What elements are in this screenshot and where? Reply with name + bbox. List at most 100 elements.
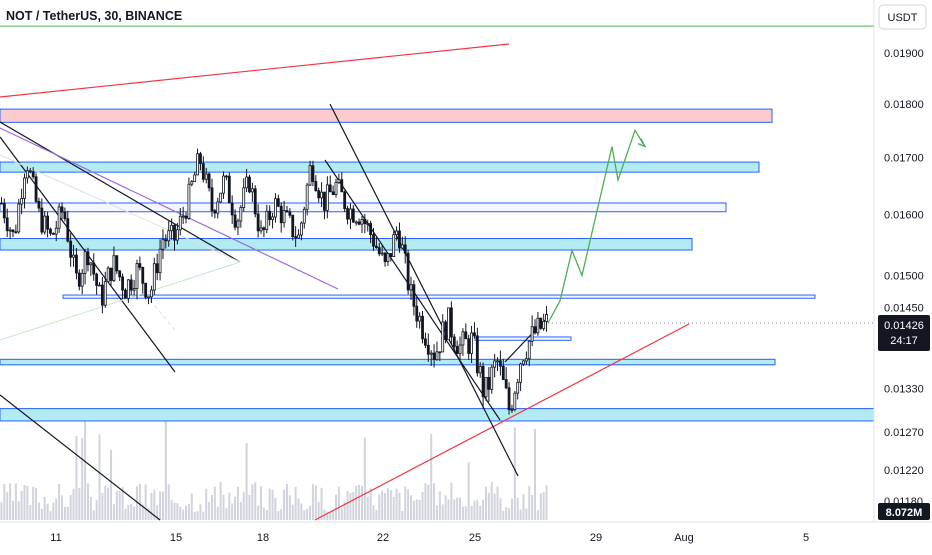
neutral-zone[interactable] [474, 336, 572, 341]
candle-body [210, 187, 214, 212]
candle-body [522, 360, 525, 365]
volume-bar [277, 511, 280, 520]
volume-bar [355, 486, 358, 520]
candle-body [499, 360, 502, 367]
neutral-zone[interactable] [62, 294, 816, 299]
volume-bar [496, 486, 499, 520]
candle-body [49, 228, 52, 234]
time-axis-ticks: 11 15 18 22 25 29 Aug 5 [50, 532, 809, 544]
volume-bar [35, 487, 38, 520]
candle-body [265, 210, 269, 230]
support-zone[interactable] [0, 358, 776, 366]
volume-bar [317, 501, 320, 520]
candle-body [343, 191, 347, 209]
price-axis-ticks: 0.01900 0.01800 0.01700 0.01600 0.01500 0.014… [884, 48, 924, 508]
candle-body [288, 211, 292, 216]
volume-bar [219, 482, 222, 520]
volume-bar [294, 486, 297, 520]
candle-body [92, 262, 96, 275]
channel-line-left-upper[interactable] [0, 121, 241, 263]
y-tick-label: 0.01330 [884, 384, 924, 396]
candle-body [222, 175, 225, 194]
volume-bar [133, 506, 136, 520]
candle-body [51, 232, 55, 235]
channel-line-bottom[interactable] [0, 394, 161, 521]
price-axis[interactable] [874, 0, 932, 522]
volume-bar [447, 499, 450, 520]
volume-bar [69, 494, 72, 520]
volume-bar [202, 511, 205, 520]
volume-bar [438, 491, 441, 520]
support-zone[interactable] [0, 238, 693, 251]
neutral-zone[interactable] [0, 202, 727, 213]
candle-body [25, 170, 29, 179]
volume-bar [409, 495, 413, 520]
currency-button[interactable]: USDT [878, 4, 927, 30]
volume-bar [381, 490, 384, 520]
y-tick-label: 0.01700 [884, 153, 924, 165]
candle-body [253, 188, 257, 215]
x-tick-label: 29 [590, 532, 602, 544]
candle-body [150, 289, 153, 298]
candle-body [124, 289, 127, 299]
candle-body [305, 184, 309, 210]
candle-body [429, 352, 433, 355]
volume-bar [55, 498, 58, 520]
purple-trendline[interactable] [0, 127, 339, 290]
volume-bar [539, 493, 542, 520]
volume-bar [441, 504, 444, 520]
candle-body [2, 202, 6, 219]
support-zone[interactable] [0, 161, 760, 173]
volume-bar [508, 508, 511, 520]
candle-body [490, 366, 494, 390]
candle-body [164, 239, 168, 242]
candle-body [377, 247, 381, 255]
volume-bar [153, 489, 156, 520]
volume-bar [86, 483, 89, 520]
volume-bar [254, 482, 257, 520]
volume-bar [516, 497, 519, 520]
last-price-value: 0.01426 [884, 320, 924, 332]
support-zone[interactable] [0, 408, 877, 422]
channel-line-upper[interactable] [329, 103, 519, 477]
volume-bar [167, 484, 170, 520]
volume-bar [464, 506, 467, 520]
candle-body [403, 244, 407, 254]
projection-path[interactable] [547, 128, 646, 324]
red-lower-trendline[interactable] [314, 323, 690, 521]
candle-body [386, 253, 390, 263]
candle-body [138, 263, 142, 268]
candle-body [75, 254, 78, 274]
candle-body [395, 230, 398, 236]
time-axis[interactable] [0, 522, 932, 550]
volume-bar [332, 510, 335, 520]
candle-body [196, 153, 199, 176]
volume-bar [199, 504, 202, 520]
candle-body [314, 181, 318, 192]
candle-body [282, 210, 286, 224]
volume-bar [499, 498, 502, 520]
candle-body [72, 254, 75, 258]
volume-bar [450, 482, 453, 520]
volume-bar [459, 497, 462, 520]
red-upper-trendline[interactable] [0, 43, 510, 98]
candle-body [268, 210, 272, 221]
volume-bar [303, 510, 306, 520]
candle-body [545, 314, 548, 322]
volume-bar [545, 485, 548, 520]
currency-button-frame[interactable] [878, 4, 927, 30]
candle-body [452, 336, 456, 347]
volume-bar [37, 502, 40, 520]
candle-body [435, 351, 439, 361]
candle-body [118, 270, 122, 278]
resistance-zone[interactable] [0, 108, 773, 123]
currency-button-label[interactable]: USDT [888, 12, 918, 24]
volume-bar [176, 503, 179, 520]
candle-body [66, 218, 70, 242]
volume-bar [124, 508, 127, 520]
candle-body [129, 279, 133, 291]
candle-body [80, 273, 84, 287]
candle-body [325, 184, 329, 211]
volume-bar [433, 483, 436, 520]
